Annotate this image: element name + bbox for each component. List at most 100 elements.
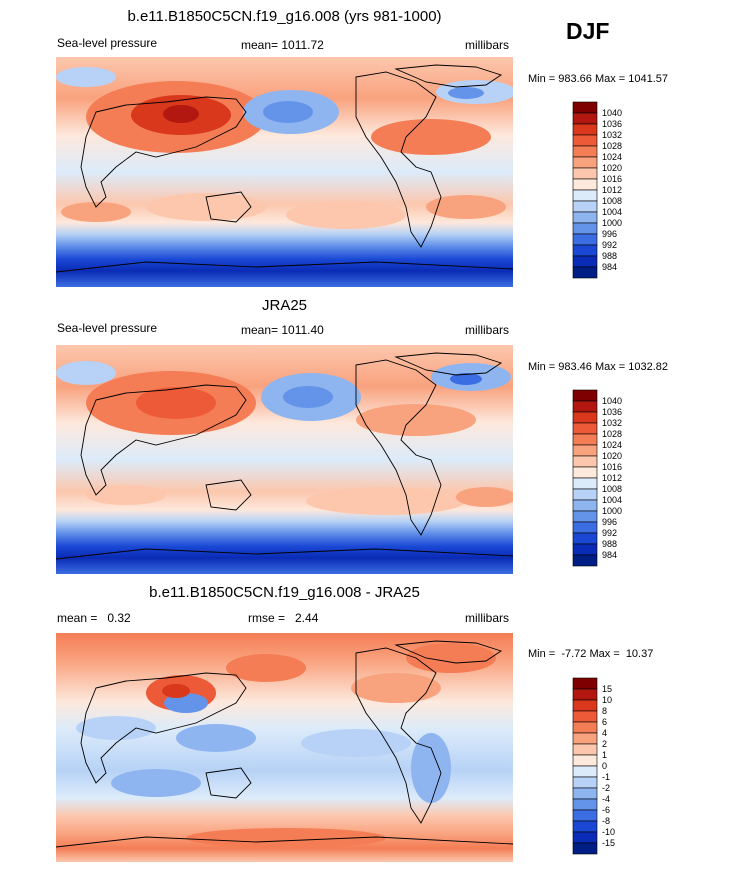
panel3-minmax: Min = -7.72 Max = 10.37 xyxy=(528,648,653,660)
legend-level-label: 1004 xyxy=(602,495,622,505)
panel3-title: b.e11.B1850C5CN.f19_g16.008 - JRA25 xyxy=(57,584,512,601)
legend-color-box xyxy=(573,544,597,555)
legend-level-label: 0 xyxy=(602,761,607,771)
legend-color-box xyxy=(573,113,597,124)
legend-color-box xyxy=(573,157,597,168)
legend-color-box xyxy=(573,412,597,423)
legend-level-label: 984 xyxy=(602,550,617,560)
panel2-map xyxy=(56,345,513,574)
legend-level-label: 1036 xyxy=(602,119,622,129)
season-label: DJF xyxy=(566,18,609,45)
legend-color-box xyxy=(573,434,597,445)
panel3-mean-label: mean = 0.32 xyxy=(57,611,131,625)
panel1-legend-labels: 1040103610321028102410201016101210081004… xyxy=(602,108,622,272)
legend-level-label: 988 xyxy=(602,251,617,261)
legend-level-label: 6 xyxy=(602,717,607,727)
legend-level-label: 2 xyxy=(602,739,607,749)
legend-color-box xyxy=(573,722,597,733)
legend-level-label: 1000 xyxy=(602,506,622,516)
legend-level-label: 1028 xyxy=(602,429,622,439)
legend-level-label: -10 xyxy=(602,827,615,837)
legend-color-box xyxy=(573,445,597,456)
legend-level-label: -8 xyxy=(602,816,610,826)
panel2-legend-boxes xyxy=(573,390,597,566)
legend-color-box xyxy=(573,146,597,157)
legend-level-label: 996 xyxy=(602,229,617,239)
legend-level-label: 8 xyxy=(602,706,607,716)
legend-color-box xyxy=(573,533,597,544)
legend-color-box xyxy=(573,456,597,467)
legend-color-box xyxy=(573,245,597,256)
legend-level-label: -6 xyxy=(602,805,610,815)
legend-color-box xyxy=(573,212,597,223)
legend-level-label: 988 xyxy=(602,539,617,549)
legend-level-label: 1028 xyxy=(602,141,622,151)
legend-color-box xyxy=(573,124,597,135)
legend-color-box xyxy=(573,511,597,522)
panel1-legend-boxes xyxy=(573,102,597,278)
legend-color-box xyxy=(573,799,597,810)
legend-color-box xyxy=(573,843,597,854)
panel1-legend: 1040103610321028102410201016101210081004… xyxy=(572,101,632,286)
legend-color-box xyxy=(573,678,597,689)
legend-color-box xyxy=(573,234,597,245)
legend-level-label: 984 xyxy=(602,262,617,272)
panel2-left-label: Sea-level pressure xyxy=(57,321,157,335)
legend-level-label: -4 xyxy=(602,794,610,804)
panel3-legend-boxes xyxy=(573,678,597,854)
panel1-map xyxy=(56,57,513,287)
legend-level-label: 1008 xyxy=(602,196,622,206)
legend-level-label: 1016 xyxy=(602,462,622,472)
legend-level-label: 15 xyxy=(602,684,612,694)
legend-level-label: 10 xyxy=(602,695,612,705)
legend-level-label: 1004 xyxy=(602,207,622,217)
legend-color-box xyxy=(573,810,597,821)
legend-color-box xyxy=(573,190,597,201)
panel2-legend: 1040103610321028102410201016101210081004… xyxy=(572,389,632,574)
legend-level-label: 1020 xyxy=(602,163,622,173)
legend-color-box xyxy=(573,832,597,843)
legend-color-box xyxy=(573,102,597,113)
legend-color-box xyxy=(573,489,597,500)
legend-level-label: 1012 xyxy=(602,473,622,483)
panel1-title: b.e11.B1850C5CN.f19_g16.008 (yrs 981-100… xyxy=(57,8,512,25)
legend-color-box xyxy=(573,467,597,478)
legend-level-label: 1016 xyxy=(602,174,622,184)
panel2-minmax: Min = 983.46 Max = 1032.82 xyxy=(528,361,668,373)
legend-color-box xyxy=(573,179,597,190)
legend-level-label: 4 xyxy=(602,728,607,738)
legend-level-label: -15 xyxy=(602,838,615,848)
legend-level-label: 1020 xyxy=(602,451,622,461)
panel1-minmax: Min = 983.66 Max = 1041.57 xyxy=(528,73,668,85)
panel3-rmse-label: rmse = 2.44 xyxy=(248,611,318,625)
panel2-mean-label: mean= 1011.40 xyxy=(241,323,324,337)
panel1-mean-label: mean= 1011.72 xyxy=(241,38,324,52)
legend-color-box xyxy=(573,267,597,278)
legend-color-box xyxy=(573,135,597,146)
legend-color-box xyxy=(573,390,597,401)
legend-color-box xyxy=(573,689,597,700)
legend-level-label: 1 xyxy=(602,750,607,760)
legend-color-box xyxy=(573,256,597,267)
panel2-units-label: millibars xyxy=(465,323,509,337)
legend-level-label: -2 xyxy=(602,783,610,793)
legend-color-box xyxy=(573,423,597,434)
legend-color-box xyxy=(573,744,597,755)
legend-color-box xyxy=(573,821,597,832)
panel2-title: JRA25 xyxy=(57,297,512,314)
legend-level-label: 1000 xyxy=(602,218,622,228)
panel1-units-label: millibars xyxy=(465,38,509,52)
legend-color-box xyxy=(573,711,597,722)
legend-level-label: -1 xyxy=(602,772,610,782)
legend-color-box xyxy=(573,788,597,799)
legend-level-label: 1036 xyxy=(602,407,622,417)
legend-level-label: 1008 xyxy=(602,484,622,494)
legend-color-box xyxy=(573,500,597,511)
legend-level-label: 992 xyxy=(602,528,617,538)
legend-color-box xyxy=(573,522,597,533)
legend-color-box xyxy=(573,777,597,788)
legend-level-label: 1024 xyxy=(602,152,622,162)
legend-level-label: 996 xyxy=(602,517,617,527)
